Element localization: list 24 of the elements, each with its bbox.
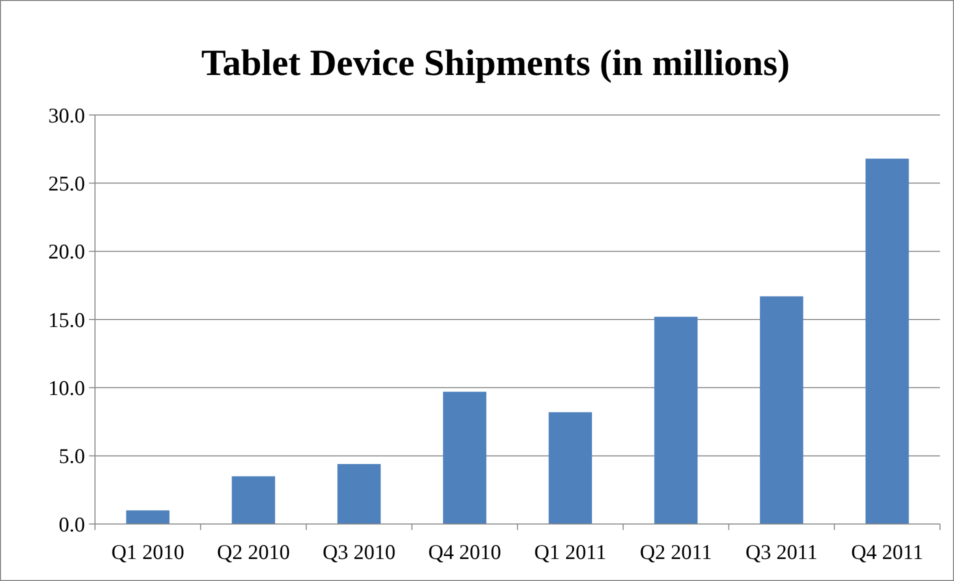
x-tick-label: Q3 2011: [745, 540, 818, 564]
bar: [126, 510, 170, 524]
y-tick-label: 30.0: [48, 103, 85, 128]
bar: [866, 158, 909, 524]
x-tick-label: Q4 2010: [428, 540, 502, 564]
x-tick-label: Q2 2010: [216, 540, 290, 564]
x-tick-label: Q4 2011: [851, 540, 924, 564]
y-tick-label: 0.0: [58, 512, 85, 536]
y-tick-label: 5.0: [58, 444, 85, 468]
bar: [443, 392, 486, 524]
bar: [654, 316, 698, 524]
x-tick-label: Q1 2011: [534, 540, 606, 564]
x-tick-label: Q2 2011: [640, 540, 712, 564]
bar: [232, 476, 276, 524]
bar: [337, 464, 381, 524]
y-tick-label: 25.0: [48, 172, 85, 196]
x-tick-label: Q3 2010: [322, 540, 396, 564]
bar: [548, 412, 592, 524]
y-tick-label: 20.0: [48, 240, 85, 264]
x-tick-label: Q1 2010: [111, 540, 184, 564]
y-tick-label: 15.0: [48, 308, 85, 332]
y-tick-label: 10.0: [48, 376, 85, 400]
chart-title: Tablet Device Shipments (in millions): [201, 43, 790, 84]
bar: [760, 296, 804, 524]
